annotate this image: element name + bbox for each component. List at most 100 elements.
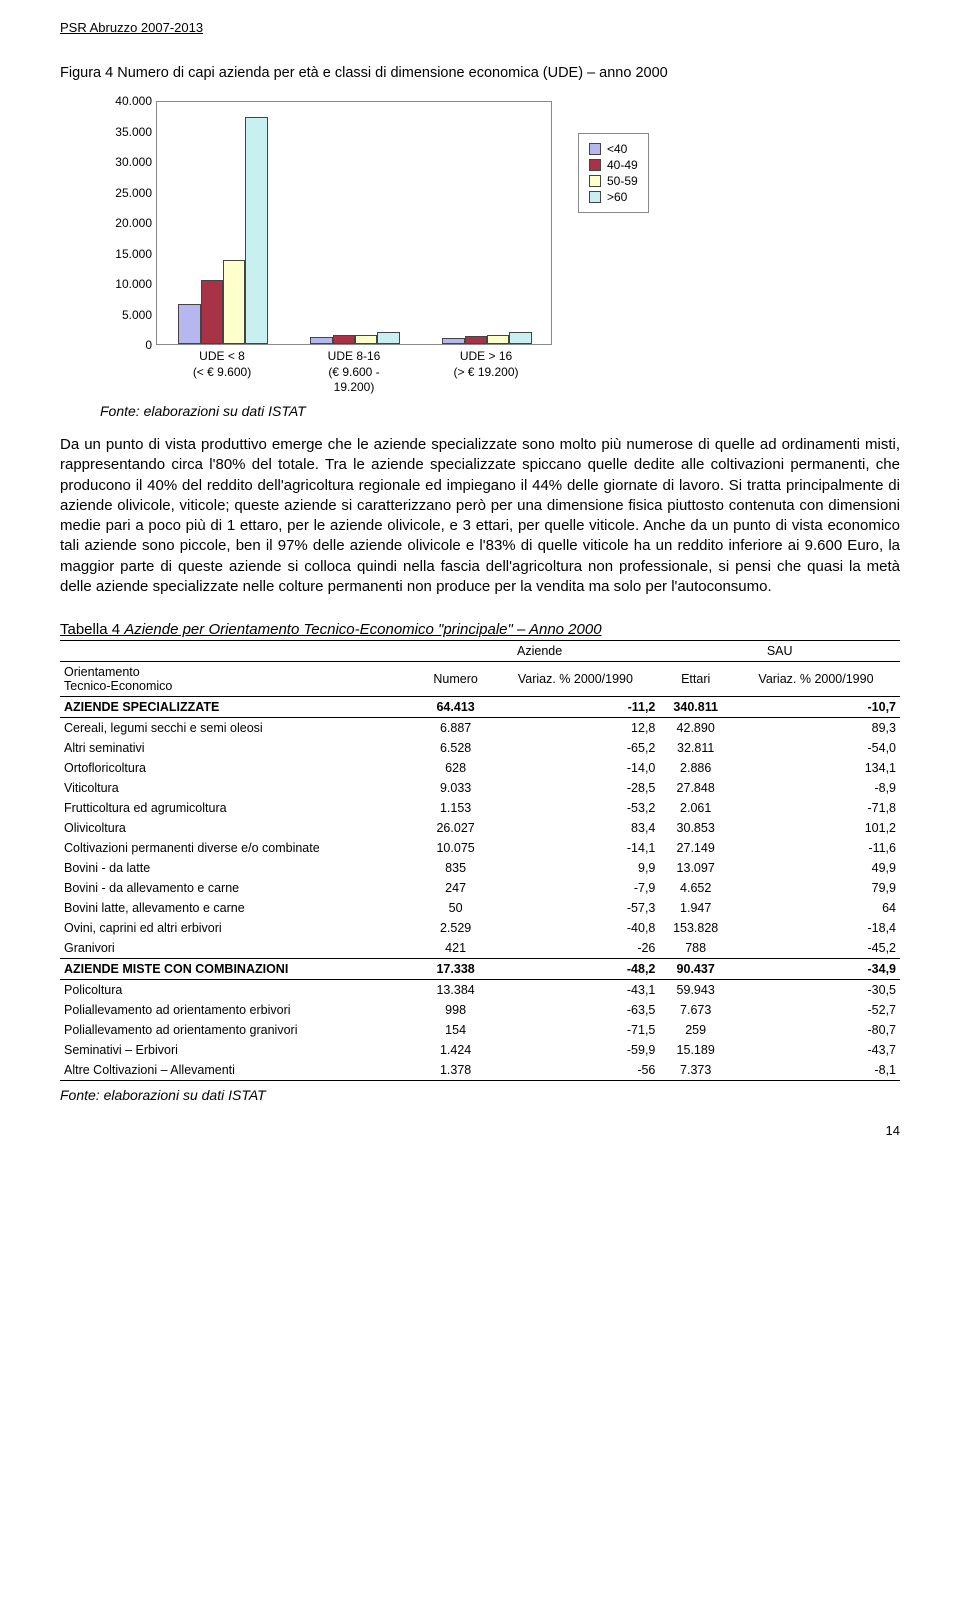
table-cell: 50 — [420, 898, 492, 918]
table-cell: 421 — [420, 938, 492, 959]
bar-chart: 05.00010.00015.00020.00025.00030.00035.0… — [100, 93, 560, 393]
col-orientamento: OrientamentoTecnico-Economico — [60, 662, 420, 697]
chart-bar — [442, 338, 464, 344]
table-cell: 83,4 — [491, 818, 659, 838]
row-label: Cereali, legumi secchi e semi oleosi — [60, 718, 420, 739]
legend-swatch — [589, 143, 601, 155]
table-cell: 6.528 — [420, 738, 492, 758]
page-number: 14 — [60, 1123, 900, 1138]
table-cell: -28,5 — [491, 778, 659, 798]
table-caption: Tabella 4 Aziende per Orientamento Tecni… — [60, 621, 900, 638]
table-cell: 134,1 — [732, 758, 900, 778]
table-row: Coltivazioni permanenti diverse e/o comb… — [60, 838, 900, 858]
table-row: Poliallevamento ad orientamento granivor… — [60, 1020, 900, 1040]
table-cell: 998 — [420, 1000, 492, 1020]
table-cell: 259 — [659, 1020, 732, 1040]
table-cell: -54,0 — [732, 738, 900, 758]
table-cell: 247 — [420, 878, 492, 898]
x-tick-label: UDE 8-16(€ 9.600 - 19.200) — [309, 349, 399, 396]
table-cell: 26.027 — [420, 818, 492, 838]
row-label: Altre Coltivazioni – Allevamenti — [60, 1060, 420, 1081]
y-tick-label: 30.000 — [102, 155, 152, 169]
table-row: Viticoltura9.033-28,527.848-8,9 — [60, 778, 900, 798]
page-header-title: PSR Abruzzo 2007-2013 — [60, 20, 900, 35]
table-cell: -71,5 — [491, 1020, 659, 1040]
row-label: AZIENDE SPECIALIZZATE — [60, 697, 420, 718]
table-row: Ovini, caprini ed altri erbivori2.529-40… — [60, 918, 900, 938]
table-cell: -14,0 — [491, 758, 659, 778]
table-cell: -43,7 — [732, 1040, 900, 1060]
table-cell: 1.947 — [659, 898, 732, 918]
chart-bar — [245, 117, 267, 344]
table-row: Granivori421-26788-45,2 — [60, 938, 900, 959]
plot-area — [156, 101, 552, 345]
row-label: Policoltura — [60, 980, 420, 1001]
row-label: Coltivazioni permanenti diverse e/o comb… — [60, 838, 420, 858]
table-caption-main: Aziende per Orientamento Tecnico-Economi… — [124, 621, 601, 638]
row-label: Bovini - da allevamento e carne — [60, 878, 420, 898]
table-row: Seminativi – Erbivori1.424-59,915.189-43… — [60, 1040, 900, 1060]
row-label: Ovini, caprini ed altri erbivori — [60, 918, 420, 938]
table-cell: -7,9 — [491, 878, 659, 898]
legend-label: 50-59 — [607, 174, 638, 188]
col-group-aziende: Aziende — [420, 641, 660, 662]
legend-swatch — [589, 191, 601, 203]
table-cell: -40,8 — [491, 918, 659, 938]
x-tick-label: UDE > 16(> € 19.200) — [441, 349, 531, 380]
legend-item: 40-49 — [589, 158, 638, 172]
chart-bar — [333, 335, 355, 344]
table-cell: 2.061 — [659, 798, 732, 818]
chart-legend: <40 40-49 50-59 >60 — [578, 133, 649, 213]
figure-source: Fonte: elaborazioni su dati ISTAT — [100, 403, 900, 419]
chart-bar — [509, 332, 531, 344]
table-row: Policoltura13.384-43,159.943-30,5 — [60, 980, 900, 1001]
col-variaz-aziende: Variaz. % 2000/1990 — [491, 662, 659, 697]
row-label: Bovini latte, allevamento e carne — [60, 898, 420, 918]
legend-label: <40 — [607, 142, 627, 156]
y-tick-label: 10.000 — [102, 277, 152, 291]
legend-label: >60 — [607, 190, 627, 204]
table-cell: 27.848 — [659, 778, 732, 798]
chart-bar — [201, 280, 223, 344]
chart-container: 05.00010.00015.00020.00025.00030.00035.0… — [100, 93, 900, 393]
table-row: Cereali, legumi secchi e semi oleosi6.88… — [60, 718, 900, 739]
row-label: Bovini - da latte — [60, 858, 420, 878]
table-caption-prefix: Tabella 4 — [60, 621, 124, 638]
table-row: Bovini - da allevamento e carne247-7,94.… — [60, 878, 900, 898]
y-tick-label: 15.000 — [102, 247, 152, 261]
table-cell: -8,1 — [732, 1060, 900, 1081]
table-cell: 15.189 — [659, 1040, 732, 1060]
table-cell: 13.097 — [659, 858, 732, 878]
body-paragraph: Da un punto di vista produttivo emerge c… — [60, 435, 900, 597]
row-label: Ortofloricoltura — [60, 758, 420, 778]
chart-bar — [310, 337, 332, 344]
legend-item: >60 — [589, 190, 638, 204]
table-cell: -63,5 — [491, 1000, 659, 1020]
y-tick-label: 0 — [102, 338, 152, 352]
table-cell: 788 — [659, 938, 732, 959]
table-cell: -26 — [491, 938, 659, 959]
table-cell: -34,9 — [732, 959, 900, 980]
legend-label: 40-49 — [607, 158, 638, 172]
table-cell: -45,2 — [732, 938, 900, 959]
table-row: Ortofloricoltura628-14,02.886134,1 — [60, 758, 900, 778]
row-label: Frutticoltura ed agrumicoltura — [60, 798, 420, 818]
table-cell: -71,8 — [732, 798, 900, 818]
table-cell: 27.149 — [659, 838, 732, 858]
table-cell: -52,7 — [732, 1000, 900, 1020]
table-cell: -43,1 — [491, 980, 659, 1001]
table-cell: 7.673 — [659, 1000, 732, 1020]
table-cell: -57,3 — [491, 898, 659, 918]
row-label: Seminativi – Erbivori — [60, 1040, 420, 1060]
table-cell: 9,9 — [491, 858, 659, 878]
x-tick-label: UDE < 8(< € 9.600) — [177, 349, 267, 380]
table-cell: 835 — [420, 858, 492, 878]
legend-item: <40 — [589, 142, 638, 156]
table-row: Bovini - da latte8359,913.09749,9 — [60, 858, 900, 878]
row-label: Olivicoltura — [60, 818, 420, 838]
table-cell: -56 — [491, 1060, 659, 1081]
y-tick-label: 5.000 — [102, 308, 152, 322]
col-variaz-sau: Variaz. % 2000/1990 — [732, 662, 900, 697]
row-label: AZIENDE MISTE CON COMBINAZIONI — [60, 959, 420, 980]
table-cell: 42.890 — [659, 718, 732, 739]
